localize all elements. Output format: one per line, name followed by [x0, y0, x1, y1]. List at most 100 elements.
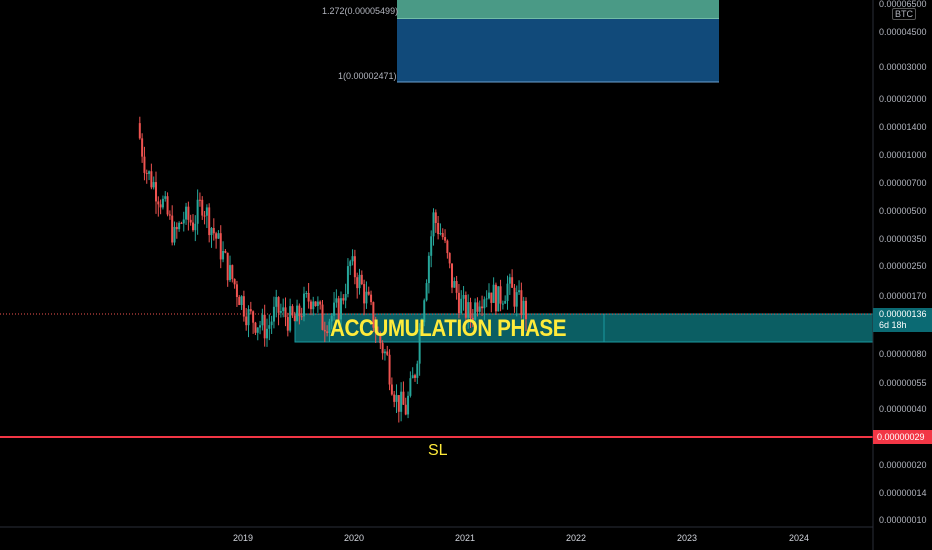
candle-body — [143, 156, 146, 173]
accumulation-zone — [294, 313, 874, 343]
x-tick-label: 2022 — [565, 533, 587, 543]
y-tick-label: 0.00001000 — [879, 150, 927, 160]
candle-body — [224, 251, 227, 253]
y-tick-label: 0.00000500 — [879, 206, 927, 216]
candle-body — [242, 296, 245, 317]
candle-body — [168, 214, 171, 216]
candle-body — [494, 284, 497, 312]
candle-body — [492, 284, 495, 303]
y-tick-label: 0.00003000 — [879, 62, 927, 72]
candle-body — [240, 296, 243, 306]
y-tick-label: 0.00001400 — [879, 122, 927, 132]
x-tick-label: 2019 — [232, 533, 254, 543]
candle-body — [427, 255, 430, 284]
x-tick-label: 2020 — [343, 533, 365, 543]
y-tick-label: 0.00000040 — [879, 404, 927, 414]
candle-body — [266, 328, 268, 339]
candle-body — [178, 222, 181, 230]
candle-body — [370, 294, 373, 303]
candle-body — [138, 123, 141, 139]
candle-body — [226, 252, 229, 281]
candle-body — [164, 196, 167, 199]
candle-body — [460, 298, 463, 314]
candle-body — [321, 304, 324, 330]
candle-body — [231, 265, 234, 280]
candle-body — [173, 226, 176, 243]
quote-currency-badge[interactable]: BTC — [892, 8, 916, 20]
candle-body — [372, 302, 375, 328]
y-tick-label: 0.00004500 — [879, 27, 927, 37]
candle-body — [346, 266, 349, 294]
candle-body — [520, 290, 523, 316]
candle-body — [483, 299, 486, 309]
candle-body — [300, 316, 303, 318]
candle-body — [208, 207, 211, 236]
candle-body — [210, 228, 213, 236]
candle-body — [474, 302, 477, 320]
candle-body — [337, 298, 340, 320]
candle-body — [233, 279, 236, 285]
y-tick-label: 0.00000080 — [879, 349, 927, 359]
candle-body — [235, 284, 238, 297]
candle-body — [141, 138, 144, 157]
candle-body — [425, 283, 428, 301]
fib-zone-upper — [397, 0, 719, 19]
candle-body — [409, 378, 412, 396]
current-price-tag: 0.00000136 6d 18h — [873, 308, 932, 332]
candle-body — [365, 291, 368, 304]
candle-body — [319, 301, 322, 305]
candle-body — [506, 283, 509, 302]
candle-body — [201, 199, 204, 216]
candle-body — [488, 292, 490, 299]
candle-body — [490, 292, 493, 303]
candle-body — [481, 306, 484, 309]
candle-body — [303, 293, 305, 317]
candle-body — [148, 171, 151, 174]
candle-body — [263, 314, 266, 339]
candle-body — [307, 293, 310, 302]
candle-body — [272, 306, 275, 322]
candle-body — [328, 321, 331, 333]
candle-body — [353, 256, 356, 278]
candle-body — [252, 311, 255, 323]
candle-body — [298, 305, 301, 317]
candle-body — [414, 375, 416, 378]
fib-level-top-label: 1.272(0.00005499) — [322, 6, 399, 16]
candle-body — [198, 199, 201, 201]
candle-body — [270, 321, 273, 326]
candle-body — [363, 284, 366, 304]
candle-body — [453, 281, 456, 288]
candle-body — [377, 332, 379, 334]
candle-body — [284, 307, 287, 318]
candle-body — [293, 315, 296, 322]
candle-body — [464, 295, 467, 318]
candle-body — [194, 223, 197, 231]
candle-body — [256, 327, 259, 333]
candle-body — [393, 394, 396, 402]
candle-body — [286, 317, 289, 331]
candle-body — [157, 201, 160, 205]
candle-body — [282, 307, 285, 312]
candle-body — [254, 322, 257, 333]
candle-body — [404, 404, 407, 415]
candle-body — [515, 292, 518, 307]
candle-body — [451, 263, 453, 288]
candle-body — [432, 212, 435, 237]
candle-body — [182, 219, 185, 224]
candle-body — [333, 302, 336, 316]
candle-body — [367, 291, 370, 295]
candle-body — [268, 325, 271, 329]
candle-body — [383, 351, 386, 354]
candle-body — [342, 298, 345, 301]
candle-body — [478, 306, 481, 312]
y-tick-label: 0.00000170 — [879, 291, 927, 301]
candle-body — [395, 395, 398, 402]
candle-body — [499, 286, 502, 304]
candle-body — [277, 297, 280, 313]
candle-body — [259, 325, 262, 328]
candle-body — [296, 305, 299, 322]
y-tick-label: 0.00000010 — [879, 515, 927, 525]
fib-level-bottom-label: 1(0.00002471) — [338, 71, 397, 81]
candle-body — [150, 171, 153, 188]
